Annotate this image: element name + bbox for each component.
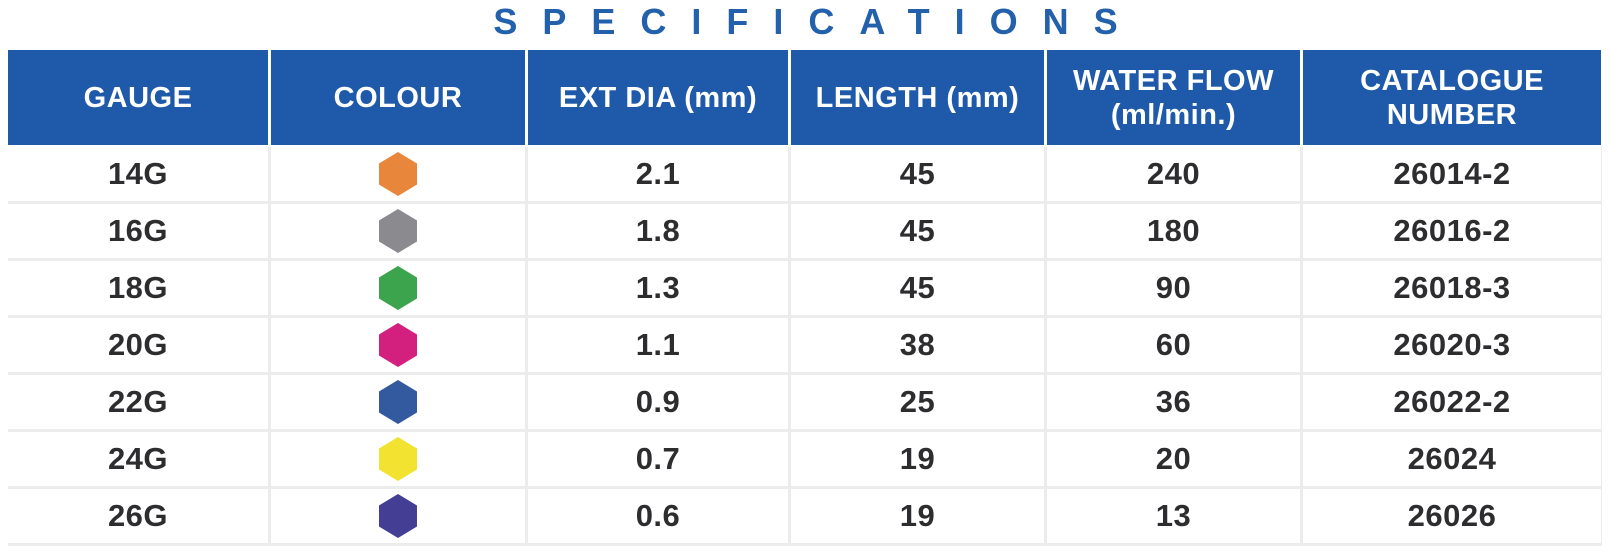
cell-ext_dia: 0.7: [528, 432, 788, 486]
cell-colour: [271, 147, 525, 201]
table-body: 14G 2.1 45 240 26014-2 16G 1.8 45 180 26016-2 18G 1…: [8, 147, 1602, 546]
blue-hexagon-icon: [379, 380, 417, 424]
page-title: SPECIFICATIONS: [493, 1, 1143, 42]
cell-water_flow: 90: [1047, 261, 1300, 315]
cell-ext_dia: 1.3: [528, 261, 788, 315]
table-row: 24G 0.7 19 20 26024: [8, 432, 1602, 486]
cell-catalogue: 26020-3: [1303, 318, 1601, 372]
header-cell-colour: COLOUR: [271, 50, 525, 145]
header-cell-ext_dia: EXT DIA (mm): [528, 50, 788, 145]
cell-catalogue: 26014-2: [1303, 147, 1601, 201]
cell-colour: [271, 375, 525, 429]
cell-colour: [271, 432, 525, 486]
cell-ext_dia: 0.6: [528, 489, 788, 543]
cell-catalogue: 26022-2: [1303, 375, 1601, 429]
cell-ext_dia: 1.8: [528, 204, 788, 258]
table-row: 26G 0.6 19 13 26026: [8, 489, 1602, 543]
cell-ext_dia: 1.1: [528, 318, 788, 372]
cell-length: 19: [791, 432, 1044, 486]
table-row: 14G 2.1 45 240 26014-2: [8, 147, 1602, 201]
cell-length: 45: [791, 147, 1044, 201]
cell-length: 45: [791, 261, 1044, 315]
grey-hexagon-icon: [379, 209, 417, 253]
cell-water_flow: 20: [1047, 432, 1300, 486]
yellow-hexagon-icon: [379, 437, 417, 481]
table-row: 22G 0.9 25 36 26022-2: [8, 375, 1602, 429]
cell-water_flow: 60: [1047, 318, 1300, 372]
orange-hexagon-icon: [379, 152, 417, 196]
header-cell-water_flow: WATER FLOW (ml/min.): [1047, 50, 1300, 145]
cell-gauge: 18G: [8, 261, 268, 315]
cell-water_flow: 240: [1047, 147, 1300, 201]
header-cell-gauge: GAUGE: [8, 50, 268, 145]
header-cell-length: LENGTH (mm): [791, 50, 1044, 145]
cell-colour: [271, 318, 525, 372]
cell-gauge: 24G: [8, 432, 268, 486]
green-hexagon-icon: [379, 266, 417, 310]
cell-water_flow: 13: [1047, 489, 1300, 543]
cell-colour: [271, 204, 525, 258]
specifications-table: GAUGE COLOUR EXT DIA (mm) LENGTH (mm) WATER …: [8, 50, 1602, 546]
cell-length: 19: [791, 489, 1044, 543]
header-cell-catalogue: CATALOGUE NUMBER: [1303, 50, 1601, 145]
table-row: 20G 1.1 38 60 26020-3: [8, 318, 1602, 372]
table-header-row: GAUGE COLOUR EXT DIA (mm) LENGTH (mm) WATER …: [8, 50, 1602, 145]
cell-water_flow: 36: [1047, 375, 1300, 429]
cell-gauge: 14G: [8, 147, 268, 201]
cell-length: 25: [791, 375, 1044, 429]
cell-gauge: 22G: [8, 375, 268, 429]
cell-length: 38: [791, 318, 1044, 372]
cell-catalogue: 26026: [1303, 489, 1601, 543]
cell-ext_dia: 2.1: [528, 147, 788, 201]
cell-gauge: 20G: [8, 318, 268, 372]
cell-catalogue: 26018-3: [1303, 261, 1601, 315]
cell-gauge: 26G: [8, 489, 268, 543]
violet-hexagon-icon: [379, 494, 417, 538]
cell-length: 45: [791, 204, 1044, 258]
cell-catalogue: 26024: [1303, 432, 1601, 486]
cell-colour: [271, 489, 525, 543]
table-row: 18G 1.3 45 90 26018-3: [8, 261, 1602, 315]
table-row: 16G 1.8 45 180 26016-2: [8, 204, 1602, 258]
cell-water_flow: 180: [1047, 204, 1300, 258]
cell-gauge: 16G: [8, 204, 268, 258]
pink-hexagon-icon: [379, 323, 417, 367]
cell-catalogue: 26016-2: [1303, 204, 1601, 258]
cell-colour: [271, 261, 525, 315]
cell-ext_dia: 0.9: [528, 375, 788, 429]
